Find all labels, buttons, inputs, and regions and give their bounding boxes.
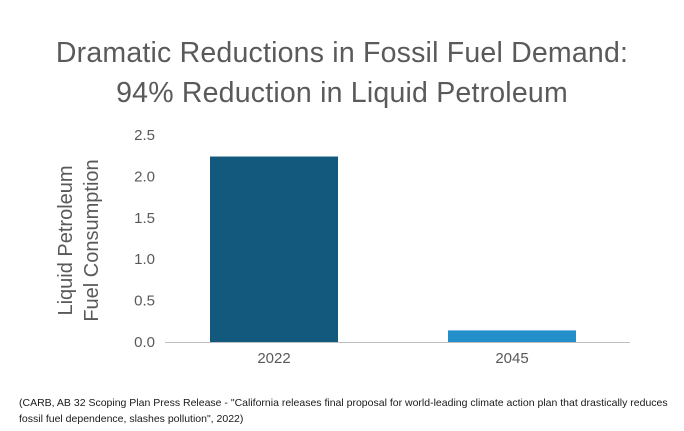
source-citation: (CARB, AB 32 Scoping Plan Press Release … xyxy=(19,397,668,425)
chart-title-line-2: 94% Reduction in Liquid Petroleum xyxy=(116,77,568,109)
chart-title-line-1: Dramatic Reductions in Fossil Fuel Deman… xyxy=(55,37,629,69)
y-axis-label-line: Liquid Petroleum xyxy=(55,165,77,315)
y-tick-label: 2.5 xyxy=(134,127,155,144)
y-axis-label: Liquid Petroleum Fuel Consumption xyxy=(55,159,103,321)
y-tick-label: 0.5 xyxy=(134,293,155,310)
y-tick-label: 2.0 xyxy=(134,168,155,185)
y-tick-label: 0.0 xyxy=(134,334,155,351)
bars xyxy=(210,156,576,342)
bar-2022 xyxy=(210,156,338,342)
y-axis: 0.0 0.5 1.0 1.5 2.0 2.5 xyxy=(134,127,155,351)
y-tick-label: 1.5 xyxy=(134,210,155,227)
y-axis-label-line: Fuel Consumption xyxy=(81,159,103,321)
chart-title: Dramatic Reductions in Fossil Fuel Deman… xyxy=(0,33,684,113)
x-tick-label: 2022 xyxy=(257,350,290,367)
y-tick-label: 1.0 xyxy=(134,251,155,268)
bar-2045 xyxy=(448,330,576,342)
x-axis: 2022 2045 xyxy=(165,342,630,367)
x-tick-label: 2045 xyxy=(495,350,528,367)
